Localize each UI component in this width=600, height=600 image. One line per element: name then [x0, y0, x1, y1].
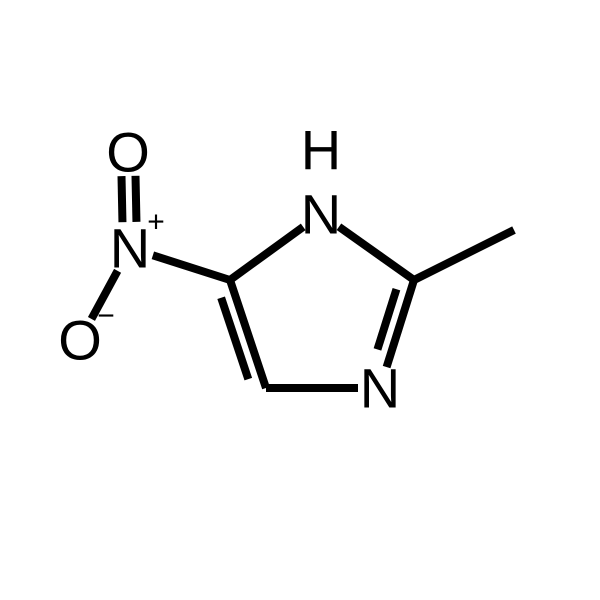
bond	[387, 280, 414, 367]
atom-N3: N	[360, 357, 400, 420]
atom-O2: O	[58, 309, 102, 372]
atom-O1: O	[106, 121, 150, 184]
charge-plus: +	[147, 206, 165, 239]
atom-N_no2: N	[110, 217, 150, 280]
atom-H1: H	[301, 119, 341, 182]
charge-minus: −	[97, 300, 115, 333]
bond	[221, 298, 248, 379]
bond	[414, 230, 514, 280]
bond	[339, 227, 414, 280]
atom-N1: N	[301, 183, 341, 246]
atoms-layer: NHNN+OO−	[58, 119, 400, 420]
molecule-diagram: NHNN+OO−	[0, 0, 600, 600]
bond	[230, 227, 303, 280]
bond	[153, 255, 230, 280]
